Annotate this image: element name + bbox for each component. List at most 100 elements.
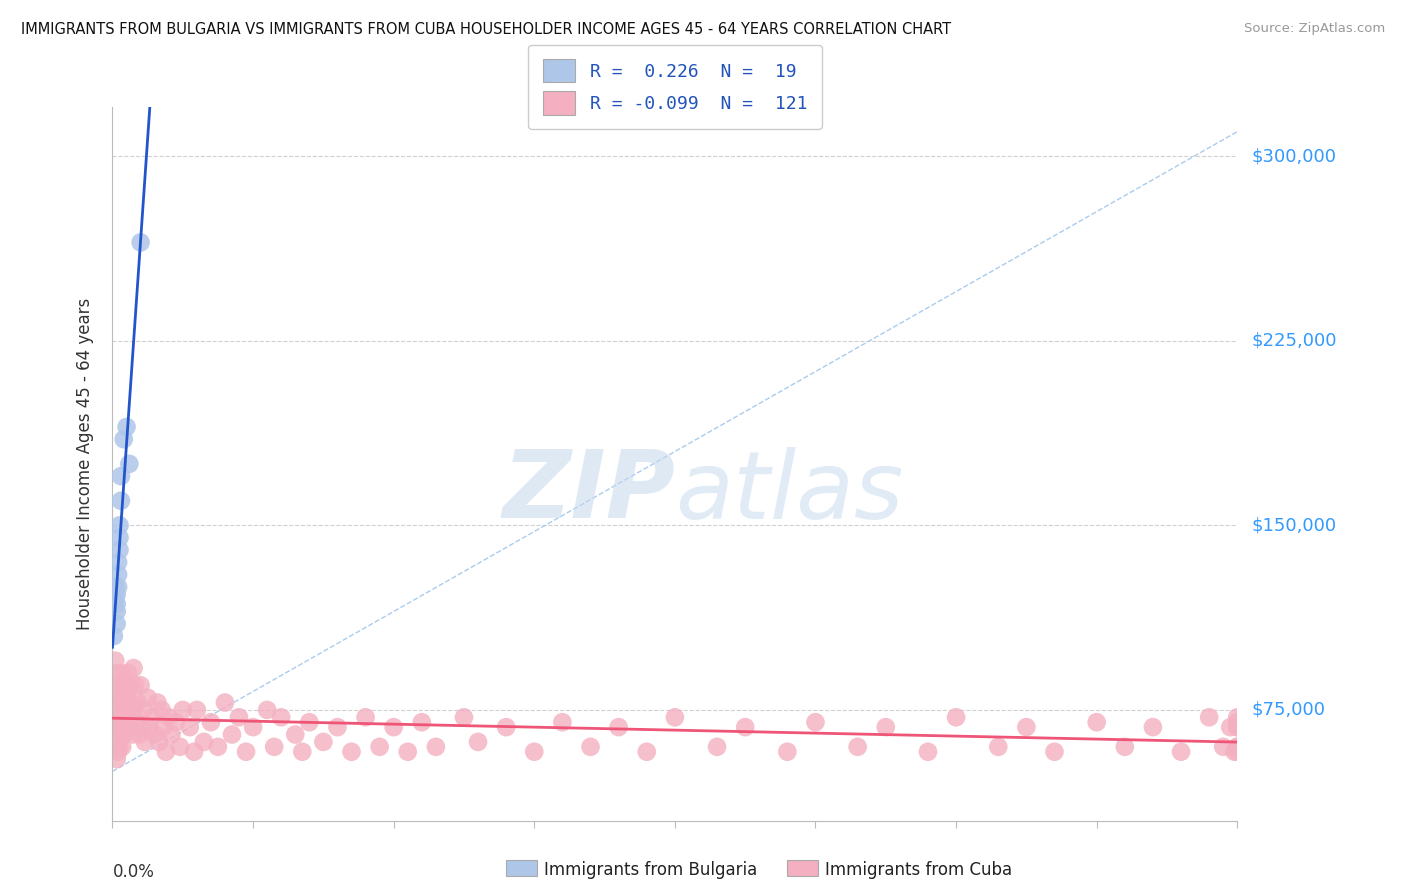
Point — [148, 735, 170, 749]
Point — [150, 703, 173, 717]
Point — [104, 580, 127, 594]
Point — [112, 696, 135, 710]
Point — [193, 735, 215, 749]
Y-axis label: Householder Income Ages 45 - 64 years: Householder Income Ages 45 - 64 years — [76, 298, 94, 630]
Point — [107, 678, 129, 692]
Point — [105, 616, 128, 631]
Point — [1170, 745, 1192, 759]
Point — [270, 710, 292, 724]
Point — [115, 690, 138, 705]
Point — [105, 597, 128, 611]
Point — [103, 703, 125, 717]
Point — [235, 745, 257, 759]
Point — [125, 715, 148, 730]
Point — [107, 745, 129, 759]
Point — [312, 735, 335, 749]
Point — [111, 739, 134, 754]
Point — [132, 703, 155, 717]
Point — [141, 710, 163, 724]
Point — [987, 739, 1010, 754]
Point — [105, 710, 128, 724]
Point — [172, 703, 194, 717]
Point — [1223, 745, 1246, 759]
Point — [138, 720, 160, 734]
Point — [1142, 720, 1164, 734]
Point — [425, 739, 447, 754]
Point — [118, 678, 141, 692]
Point — [129, 235, 152, 250]
Point — [396, 745, 419, 759]
Point — [664, 710, 686, 724]
Point — [326, 720, 349, 734]
Point — [129, 678, 152, 692]
Point — [107, 703, 129, 717]
Point — [136, 690, 159, 705]
Point — [200, 715, 222, 730]
Point — [1226, 710, 1249, 724]
Point — [1226, 739, 1249, 754]
Point — [1114, 739, 1136, 754]
Point — [108, 518, 131, 533]
Point — [776, 745, 799, 759]
Point — [354, 710, 377, 724]
Text: atlas: atlas — [675, 447, 903, 538]
Point — [256, 703, 278, 717]
Point — [115, 420, 138, 434]
Point — [118, 715, 141, 730]
Point — [368, 739, 391, 754]
Point — [117, 665, 139, 680]
Point — [179, 720, 201, 734]
Text: ZIP: ZIP — [502, 446, 675, 539]
Text: Immigrants from Bulgaria: Immigrants from Bulgaria — [544, 861, 756, 879]
Point — [114, 678, 136, 692]
Point — [131, 720, 153, 734]
Point — [111, 678, 134, 692]
Point — [108, 739, 131, 754]
Point — [107, 720, 129, 734]
Point — [1015, 720, 1038, 734]
Text: $75,000: $75,000 — [1251, 701, 1326, 719]
Point — [382, 720, 405, 734]
Point — [104, 739, 127, 754]
Point — [579, 739, 602, 754]
Point — [104, 592, 127, 607]
Point — [734, 720, 756, 734]
Point — [1226, 720, 1249, 734]
Point — [103, 678, 125, 692]
Point — [1219, 720, 1241, 734]
Point — [523, 745, 546, 759]
Point — [917, 745, 939, 759]
Point — [107, 567, 129, 582]
Point — [105, 690, 128, 705]
Point — [105, 727, 128, 741]
Point — [103, 629, 125, 643]
Point — [120, 696, 142, 710]
Point — [105, 605, 128, 619]
Point — [1212, 739, 1234, 754]
Point — [121, 727, 143, 741]
Point — [340, 745, 363, 759]
Point — [183, 745, 205, 759]
Point — [115, 720, 138, 734]
Text: Immigrants from Cuba: Immigrants from Cuba — [825, 861, 1012, 879]
Point — [118, 457, 141, 471]
Point — [112, 432, 135, 446]
Point — [228, 710, 250, 724]
Point — [122, 661, 145, 675]
Text: IMMIGRANTS FROM BULGARIA VS IMMIGRANTS FROM CUBA HOUSEHOLDER INCOME AGES 45 - 64: IMMIGRANTS FROM BULGARIA VS IMMIGRANTS F… — [21, 22, 952, 37]
Point — [117, 710, 139, 724]
Point — [207, 739, 229, 754]
Point — [105, 752, 128, 766]
Point — [108, 543, 131, 558]
Point — [165, 715, 187, 730]
Text: Source: ZipAtlas.com: Source: ZipAtlas.com — [1244, 22, 1385, 36]
Point — [1226, 715, 1249, 730]
Point — [152, 720, 174, 734]
Point — [108, 531, 131, 545]
Point — [214, 696, 236, 710]
Point — [298, 715, 321, 730]
Point — [124, 678, 146, 692]
Text: 0.0%: 0.0% — [112, 863, 155, 881]
Text: $150,000: $150,000 — [1251, 516, 1336, 534]
Point — [105, 665, 128, 680]
